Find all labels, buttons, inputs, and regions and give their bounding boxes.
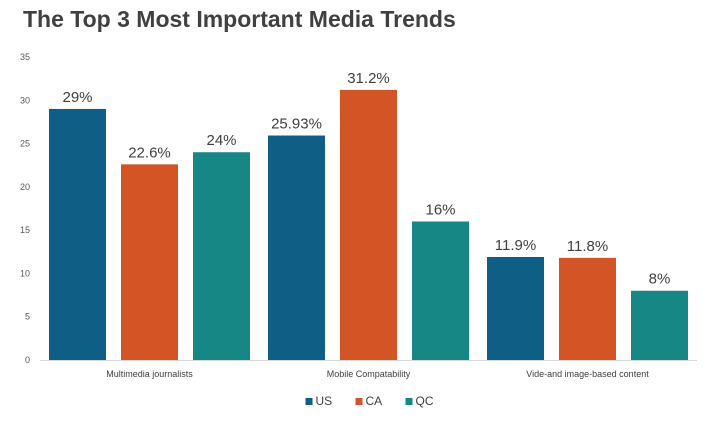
data-label: 11.9% xyxy=(495,237,536,254)
bar-ca-3 xyxy=(559,257,616,360)
y-tick-label: 10 xyxy=(20,268,30,278)
legend-item-us: US xyxy=(305,394,333,408)
y-tick-label: 35 xyxy=(20,52,30,62)
legend-label: CA xyxy=(366,394,383,408)
bar-us-1 xyxy=(49,108,106,360)
data-label: 16% xyxy=(425,201,455,218)
bar-qc-1 xyxy=(193,152,250,360)
legend-swatch xyxy=(405,398,413,405)
y-tick-label: 15 xyxy=(20,225,30,235)
y-tick-label: 5 xyxy=(25,312,30,322)
data-label: 24% xyxy=(206,132,236,149)
bars xyxy=(49,89,688,360)
legend-swatch xyxy=(305,398,313,405)
bar-qc-2 xyxy=(412,221,469,360)
legend-label: QC xyxy=(416,394,434,408)
bar-us-2 xyxy=(268,135,325,360)
x-category-label: Vide-and image-based content xyxy=(526,369,649,379)
y-tick-label: 0 xyxy=(25,355,30,365)
y-tick-label: 30 xyxy=(20,95,30,105)
bar-ca-2 xyxy=(340,89,397,360)
y-axis: 0 5 10 15 20 25 30 35 xyxy=(20,52,30,365)
legend-swatch xyxy=(355,398,363,405)
y-tick-label: 20 xyxy=(20,182,30,192)
x-axis: Multimedia journalists Mobile Compatabili… xyxy=(40,360,697,379)
x-category-label: Multimedia journalists xyxy=(106,369,193,379)
y-tick-label: 25 xyxy=(20,139,30,149)
bar-us-3 xyxy=(487,256,544,360)
legend: US CA QC xyxy=(305,394,434,408)
data-label: 8% xyxy=(649,271,671,288)
data-label: 31.2% xyxy=(347,70,390,87)
legend-item-qc: QC xyxy=(405,394,434,408)
data-label: 25.93% xyxy=(271,116,322,133)
legend-item-ca: CA xyxy=(355,394,383,408)
bar-ca-1 xyxy=(121,164,178,360)
data-label: 11.8% xyxy=(567,238,608,255)
x-category-label: Mobile Compatability xyxy=(327,369,411,379)
chart-title: The Top 3 Most Important Media Trends xyxy=(23,6,456,32)
data-labels: 29% 22.6% 24% 25.93% 31.2% 16% 11.9% 11.8% 8% xyxy=(62,70,670,288)
data-label: 22.6% xyxy=(128,144,171,161)
bar-qc-3 xyxy=(631,290,688,360)
data-label: 29% xyxy=(62,89,92,106)
legend-label: US xyxy=(316,394,333,408)
